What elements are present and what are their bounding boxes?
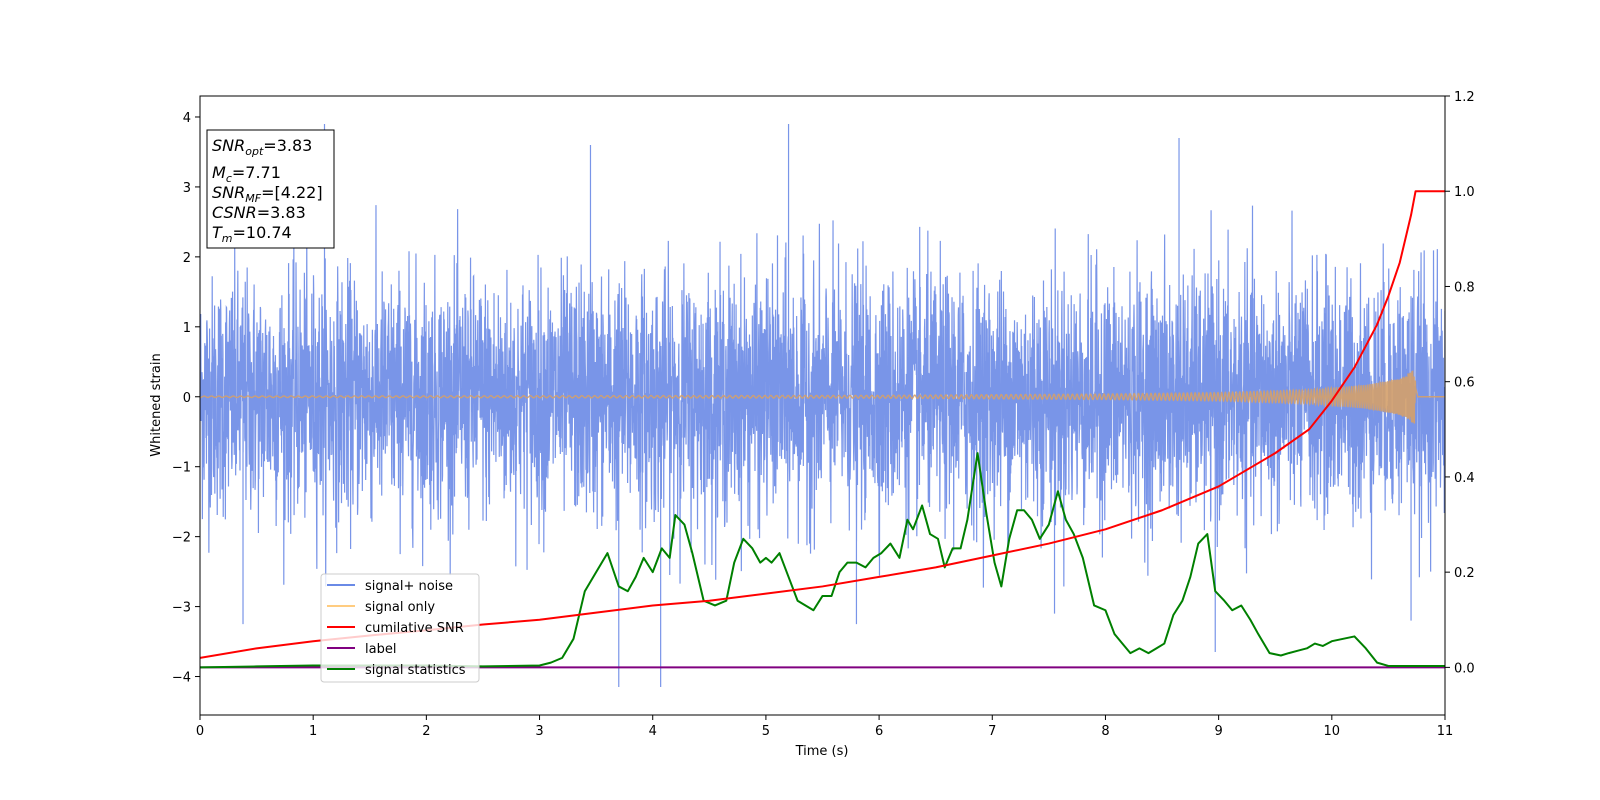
- y-axis-label: Whitened strain: [149, 353, 164, 456]
- x-tick-label: 7: [988, 724, 996, 739]
- legend-label-label: label: [365, 642, 396, 657]
- y2-tick-label: 0.4: [1454, 471, 1475, 486]
- y-tick-label: 0: [183, 391, 191, 406]
- y2-tick-label: 0.0: [1454, 661, 1475, 676]
- y2-tick-label: 0.2: [1454, 566, 1475, 581]
- legend-label-cumulative-snr: cumilative SNR: [365, 621, 464, 636]
- x-tick-label: 0: [196, 724, 204, 739]
- axes-layer: 0 1 2 3 4 5 6 7 8 9 10 1143210−1−2−3−41.21.00.80.60…: [172, 90, 1475, 739]
- info-mc: Mc=7.71: [212, 163, 281, 185]
- info-snr-opt: SNRopt=3.83: [212, 136, 312, 158]
- info-snr-mf: SNRMF=[4.22]: [212, 183, 323, 205]
- info-tm: Tm=10.74: [212, 223, 292, 245]
- legend-label-signal-only: signal only: [365, 600, 435, 615]
- x-tick-label: 1: [309, 724, 317, 739]
- y-tick-label: 3: [183, 181, 191, 196]
- x-axis-label: Time (s): [795, 744, 849, 759]
- y2-tick-label: 1.0: [1454, 185, 1475, 200]
- y2-tick-label: 0.6: [1454, 376, 1475, 391]
- series-signal-statistics: [200, 452, 1445, 669]
- y-tick-label: −2: [172, 531, 191, 546]
- y2-tick-label: 0.8: [1454, 280, 1475, 295]
- x-tick-label: 4: [649, 724, 657, 739]
- x-tick-label: 3: [535, 724, 543, 739]
- series-signal-only: [200, 370, 1445, 424]
- x-tick-label: 11: [1437, 724, 1454, 739]
- y-tick-label: 1: [183, 321, 191, 336]
- legend-label-signal-noise: signal+ noise: [365, 579, 453, 594]
- y-tick-label: 2: [183, 251, 191, 266]
- x-tick-label: 6: [875, 724, 883, 739]
- x-tick-label: 5: [762, 724, 770, 739]
- x-tick-label: 2: [422, 724, 430, 739]
- x-tick-label: 9: [1214, 724, 1222, 739]
- x-tick-label: 8: [1101, 724, 1109, 739]
- x-tick-label: 10: [1324, 724, 1341, 739]
- legend: signal+ noise signal only cumilative SNR…: [320, 573, 480, 683]
- legend-box: [320, 573, 480, 683]
- plot-frame: [199, 95, 1446, 716]
- y-tick-label: −1: [172, 461, 191, 476]
- y2-tick-label: 1.2: [1454, 90, 1475, 105]
- y-tick-label: −3: [172, 601, 191, 616]
- info-box: SNRopt=3.83 Mc=7.71 SNRMF=[4.22] CSNR=3.…: [206, 129, 335, 249]
- y-tick-label: −4: [172, 671, 191, 686]
- legend-label-signal-statistics: signal statistics: [365, 663, 466, 678]
- info-csnr: CSNR=3.83: [212, 203, 306, 222]
- y-tick-label: 4: [183, 111, 191, 126]
